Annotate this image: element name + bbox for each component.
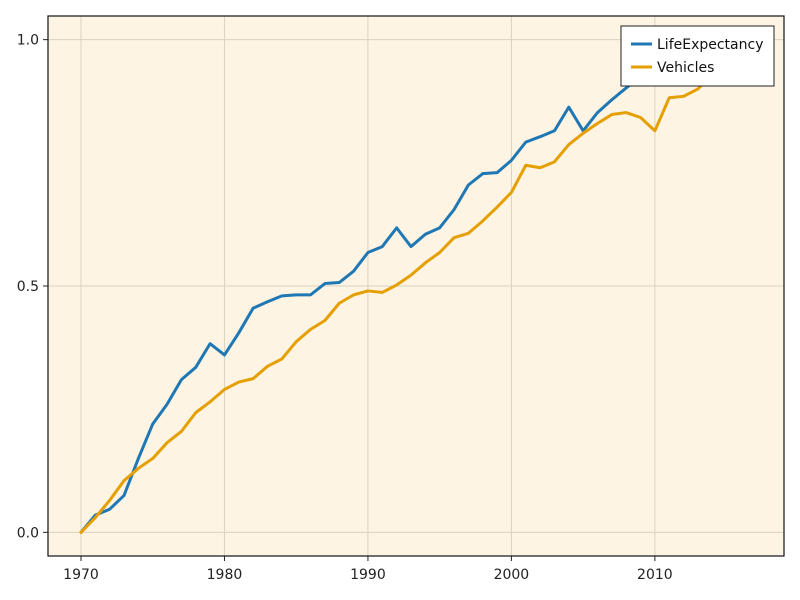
x-tick-label: 2010 (637, 567, 673, 583)
series-line-lifeexpectancy (79, 38, 714, 534)
legend-label-lifeexpectancy: LifeExpectancy (657, 37, 763, 53)
y-tick-label: 0.5 (17, 279, 39, 295)
x-tick-label: 1970 (63, 567, 99, 583)
legend: LifeExpectancy Vehicles (620, 25, 775, 87)
x-tick-label: 1990 (350, 567, 386, 583)
series-lines (79, 38, 714, 534)
grid-lines (48, 16, 784, 556)
series-line-vehicles (79, 72, 714, 534)
x-tick-label: 1980 (207, 567, 243, 583)
legend-box (620, 25, 775, 87)
y-tick-label: 0.0 (17, 525, 39, 541)
axes: 1970 1980 1990 2000 2010 0.0 0.5 1.0 (17, 33, 673, 583)
y-tick-label: 1.0 (17, 33, 39, 49)
x-tick-label: 2000 (494, 567, 530, 583)
legend-label-vehicles: Vehicles (657, 60, 714, 76)
